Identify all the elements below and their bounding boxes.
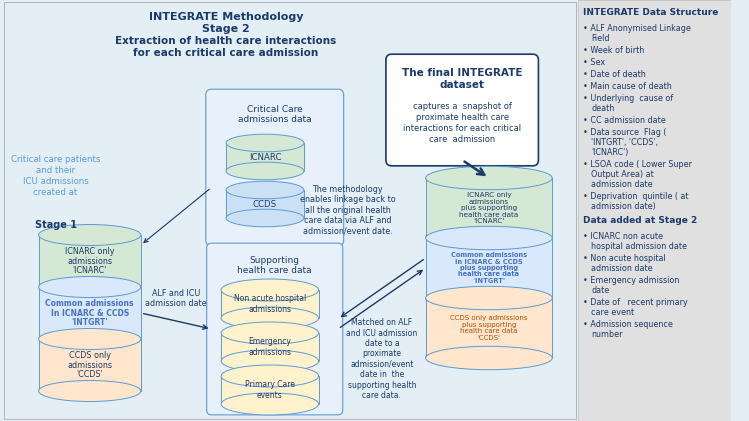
- Ellipse shape: [221, 365, 318, 387]
- Text: Critical care patients
and their
ICU admissions
created at: Critical care patients and their ICU adm…: [11, 155, 100, 197]
- Text: INTEGRATE Data Structure: INTEGRATE Data Structure: [583, 8, 719, 17]
- Ellipse shape: [425, 346, 552, 370]
- Text: • Week of birth: • Week of birth: [583, 46, 645, 55]
- Text: Common admissions
In ICNARC & CCDS
'INTGRT': Common admissions In ICNARC & CCDS 'INTG…: [46, 299, 134, 327]
- Polygon shape: [39, 235, 141, 287]
- Text: Extraction of health care interactions: Extraction of health care interactions: [115, 36, 336, 46]
- Polygon shape: [425, 298, 552, 358]
- Polygon shape: [221, 376, 318, 404]
- Ellipse shape: [425, 286, 552, 310]
- Text: • Main cause of death: • Main cause of death: [583, 82, 672, 91]
- Ellipse shape: [221, 393, 318, 415]
- Ellipse shape: [226, 162, 304, 180]
- Text: admission date: admission date: [591, 264, 653, 273]
- Text: CCDS only admissions
plus supporting
health care data
'CCDS': CCDS only admissions plus supporting hea…: [450, 315, 528, 341]
- Polygon shape: [226, 143, 304, 171]
- Text: for each critical care admission: for each critical care admission: [133, 48, 318, 58]
- Text: Emergency
admissions: Emergency admissions: [249, 337, 291, 357]
- Text: death: death: [591, 104, 614, 113]
- Text: The final INTEGRATE
dataset: The final INTEGRATE dataset: [402, 68, 522, 90]
- Text: number: number: [591, 330, 622, 339]
- Text: The methodology
enables linkage back to
all the original health
care data via AL: The methodology enables linkage back to …: [300, 185, 395, 235]
- Text: Data added at Stage 2: Data added at Stage 2: [583, 216, 697, 225]
- Ellipse shape: [39, 381, 141, 402]
- FancyBboxPatch shape: [207, 243, 343, 415]
- Polygon shape: [39, 287, 141, 339]
- Text: • Date of death: • Date of death: [583, 70, 646, 79]
- FancyBboxPatch shape: [386, 54, 539, 166]
- Ellipse shape: [221, 322, 318, 344]
- Text: Supporting
health care data: Supporting health care data: [237, 256, 312, 275]
- Polygon shape: [226, 190, 304, 218]
- Polygon shape: [39, 339, 141, 391]
- FancyBboxPatch shape: [206, 89, 344, 246]
- Ellipse shape: [425, 226, 552, 250]
- Text: Field: Field: [591, 34, 610, 43]
- Text: • Date of   recent primary: • Date of recent primary: [583, 298, 688, 307]
- Ellipse shape: [425, 166, 552, 190]
- Text: • Deprivation  quintile ( at: • Deprivation quintile ( at: [583, 192, 689, 201]
- Text: Non acute hospital
admissions: Non acute hospital admissions: [234, 294, 306, 314]
- Text: Common admissions
In ICNARC & CCDS
plus supporting
health care data
'INTGRT': Common admissions In ICNARC & CCDS plus …: [451, 252, 527, 284]
- Text: ICNARC only
admissions
plus supporting
health care data
'ICNARC': ICNARC only admissions plus supporting h…: [459, 192, 518, 224]
- Text: • Non acute hospital: • Non acute hospital: [583, 254, 666, 263]
- Text: • ALF Anonymised Linkage: • ALF Anonymised Linkage: [583, 24, 691, 33]
- Ellipse shape: [39, 328, 141, 349]
- Text: CCDS only
admissions
'CCDS': CCDS only admissions 'CCDS': [67, 351, 112, 379]
- Ellipse shape: [221, 307, 318, 329]
- FancyBboxPatch shape: [577, 0, 732, 421]
- Text: ICNARC only
admissions
'ICNARC': ICNARC only admissions 'ICNARC': [65, 247, 115, 275]
- Text: Stage 2: Stage 2: [202, 24, 250, 34]
- Text: • Data source  Flag (: • Data source Flag (: [583, 128, 667, 137]
- Ellipse shape: [226, 134, 304, 152]
- Text: Matched on ALF
and ICU admission
date to a
proximate
admission/event
date in  th: Matched on ALF and ICU admission date to…: [346, 318, 417, 400]
- Polygon shape: [425, 238, 552, 298]
- Text: captures a  snapshot of
proximate health care
interactions for each critical
car: captures a snapshot of proximate health …: [403, 102, 521, 144]
- Ellipse shape: [226, 181, 304, 199]
- Ellipse shape: [39, 277, 141, 298]
- Text: admission date: admission date: [591, 180, 653, 189]
- Text: ALF and ICU
admission date: ALF and ICU admission date: [145, 289, 207, 308]
- Text: admission date): admission date): [591, 202, 656, 211]
- Text: • CC admission date: • CC admission date: [583, 116, 666, 125]
- Ellipse shape: [39, 224, 141, 245]
- Text: ICNARC: ICNARC: [249, 152, 281, 162]
- Text: Primary Care
events: Primary Care events: [245, 380, 295, 400]
- Ellipse shape: [221, 350, 318, 372]
- Text: Output Area) at: Output Area) at: [591, 170, 654, 179]
- Ellipse shape: [221, 279, 318, 301]
- Text: Stage 1: Stage 1: [34, 220, 76, 230]
- Text: care event: care event: [591, 308, 634, 317]
- Text: hospital admission date: hospital admission date: [591, 242, 687, 251]
- Ellipse shape: [226, 209, 304, 227]
- Polygon shape: [221, 333, 318, 361]
- Text: 'ICNARC'): 'ICNARC'): [591, 148, 628, 157]
- Text: 'INTGRT', 'CCDS',: 'INTGRT', 'CCDS',: [591, 138, 658, 147]
- Polygon shape: [221, 290, 318, 318]
- Text: • Emergency admission: • Emergency admission: [583, 276, 680, 285]
- Text: • ICNARC non acute: • ICNARC non acute: [583, 232, 664, 241]
- Text: date: date: [591, 286, 610, 295]
- Text: • Admission sequence: • Admission sequence: [583, 320, 673, 329]
- Text: • Underlying  cause of: • Underlying cause of: [583, 94, 673, 103]
- Text: CCDS: CCDS: [253, 200, 277, 208]
- Text: INTEGRATE Methodology: INTEGRATE Methodology: [149, 12, 303, 22]
- Text: • LSOA code ( Lower Super: • LSOA code ( Lower Super: [583, 160, 692, 169]
- Polygon shape: [425, 178, 552, 238]
- Text: • Sex: • Sex: [583, 58, 605, 67]
- Text: Critical Care
admissions data: Critical Care admissions data: [238, 105, 312, 124]
